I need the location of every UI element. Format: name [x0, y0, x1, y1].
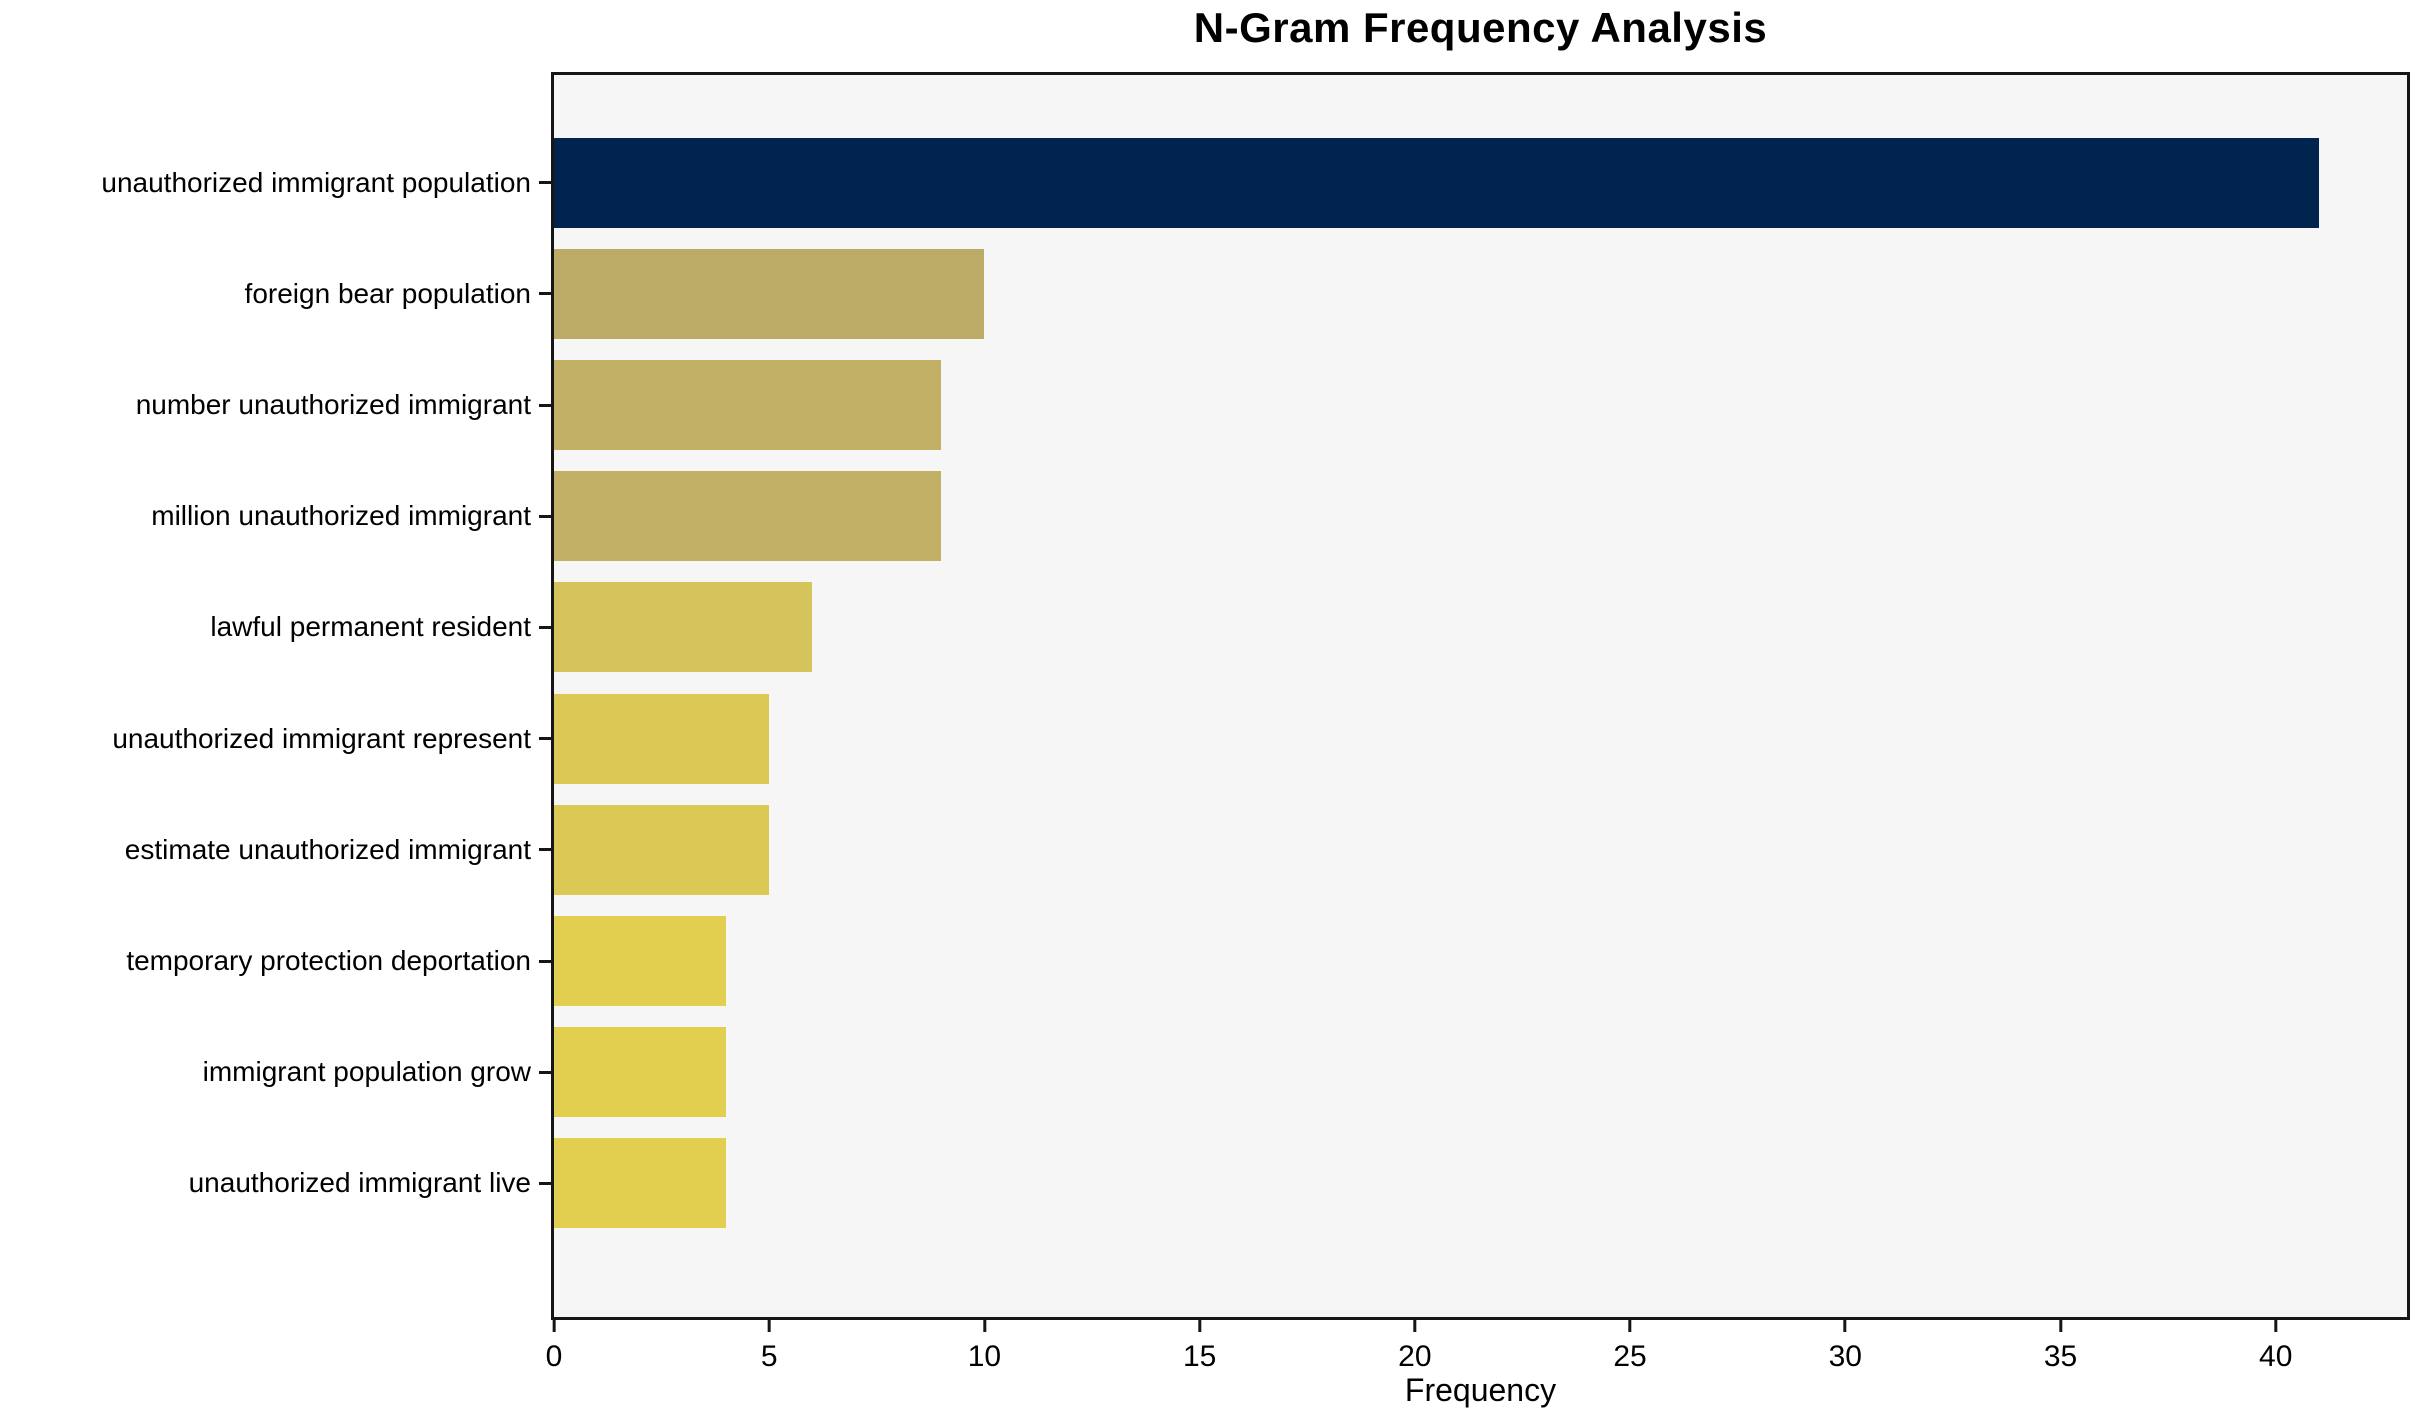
bar-row	[554, 127, 2407, 238]
bar-row	[554, 683, 2407, 794]
bar-row	[554, 349, 2407, 460]
x-tick-mark	[1413, 1320, 1417, 1332]
x-tick: 0	[545, 1320, 563, 1374]
category-label: estimate unauthorized immigrant	[124, 833, 531, 865]
x-tick-mark	[552, 1320, 556, 1332]
y-tick-mark	[539, 403, 551, 407]
bar-row	[554, 461, 2407, 572]
bar-row	[554, 1017, 2407, 1128]
x-tick-mark	[1628, 1320, 1632, 1332]
x-tick: 20	[1398, 1320, 1432, 1374]
bar-unauthorized-immigrant-population	[554, 137, 2319, 228]
x-tick: 5	[761, 1320, 778, 1374]
x-tick-label: 35	[2043, 1340, 2078, 1373]
bar-unauthorized-immigrant-represent	[554, 693, 770, 784]
bar-temporary-protection-deportation	[554, 916, 727, 1007]
bar-row	[554, 1128, 2407, 1239]
bar-number-unauthorized-immigrant	[554, 360, 942, 450]
y-tick-mark	[539, 181, 551, 185]
x-axis-label: Frequency	[1404, 1372, 1557, 1408]
category-label: unauthorized immigrant population	[101, 166, 531, 198]
category-label: million unauthorized immigrant	[151, 500, 531, 532]
y-label-row: temporary protection deportation	[0, 905, 551, 1016]
x-tick: 25	[1613, 1320, 1647, 1374]
y-label-row: foreign bear population	[0, 238, 551, 349]
y-tick-mark	[539, 848, 551, 852]
bar-million-unauthorized-immigrant	[554, 471, 942, 562]
bar-row	[554, 572, 2407, 683]
y-tick-mark	[539, 959, 551, 963]
y-tick-mark	[539, 625, 551, 629]
x-tick-mark	[1198, 1320, 1202, 1332]
x-tick-label: 10	[967, 1340, 1002, 1373]
bar-immigrant-population-grow	[554, 1027, 727, 1118]
y-label-row: lawful permanent resident	[0, 572, 551, 683]
x-tick-mark	[767, 1320, 771, 1332]
x-tick-mark	[2274, 1320, 2278, 1332]
y-axis-labels: unauthorized immigrant population foreig…	[0, 75, 551, 1317]
y-label-row: unauthorized immigrant represent	[0, 683, 551, 794]
category-label: number unauthorized immigrant	[135, 389, 531, 420]
bar-row	[554, 794, 2407, 905]
bar-row	[554, 238, 2407, 349]
x-tick-mark	[1843, 1320, 1847, 1332]
x-tick-label: 15	[1182, 1340, 1217, 1373]
x-tick-mark	[2059, 1320, 2062, 1332]
x-tick-label: 30	[1828, 1340, 1862, 1373]
category-label: foreign bear population	[244, 277, 531, 309]
category-label: temporary protection deportation	[126, 945, 531, 977]
y-tick-mark	[539, 1181, 551, 1185]
category-label: unauthorized immigrant live	[188, 1167, 531, 1199]
y-label-row: unauthorized immigrant population	[0, 127, 551, 238]
y-label-row: immigrant population grow	[0, 1017, 551, 1128]
x-tick-mark	[982, 1320, 986, 1332]
x-tick-label: 40	[2259, 1340, 2293, 1373]
y-label-row: number unauthorized immigrant	[0, 349, 551, 460]
y-label-row: million unauthorized immigrant	[0, 461, 551, 572]
bar-foreign-bear-population	[554, 248, 985, 339]
x-tick-label: 0	[545, 1340, 563, 1373]
y-tick-mark	[539, 737, 551, 741]
bar-lawful-permanent-resident	[554, 582, 813, 673]
category-label: lawful permanent resident	[210, 611, 531, 643]
category-label: unauthorized immigrant represent	[112, 722, 531, 754]
chart-title: N-Gram Frequency Analysis	[1193, 4, 1768, 51]
bar-unauthorized-immigrant-live	[554, 1138, 727, 1229]
bar-row	[554, 905, 2407, 1016]
y-tick-mark	[539, 292, 551, 296]
x-tick: 15	[1183, 1320, 1216, 1374]
y-label-row: estimate unauthorized immigrant	[0, 794, 551, 905]
y-tick-mark	[539, 1070, 551, 1074]
x-tick-label: 20	[1398, 1340, 1432, 1373]
y-tick-mark	[539, 514, 551, 518]
x-axis: 0 5 10 15 20 25 30 35 40	[546, 1320, 2407, 1390]
x-tick-label: 25	[1613, 1340, 1647, 1373]
x-tick-label: 5	[760, 1340, 778, 1373]
plot-area	[551, 72, 2410, 1320]
bar-estimate-unauthorized-immigrant	[554, 804, 770, 895]
x-tick: 10	[968, 1320, 1001, 1374]
y-label-row: unauthorized immigrant live	[0, 1128, 551, 1239]
bar-series	[554, 75, 2407, 1317]
x-tick: 30	[1829, 1320, 1862, 1374]
x-tick: 35	[2044, 1320, 2077, 1374]
category-label: immigrant population grow	[202, 1056, 531, 1088]
x-tick: 40	[2259, 1320, 2292, 1374]
